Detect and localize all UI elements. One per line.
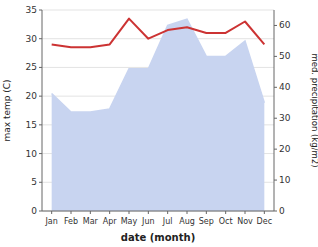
y-tick-label: 15 [26, 120, 37, 130]
y-axis-title: max temp (C) [2, 79, 12, 141]
y-tick [39, 182, 42, 183]
y2-tick [274, 149, 277, 150]
y2-tick [274, 25, 277, 26]
x-tick-label: Apr [103, 217, 118, 226]
x-tick-label: Feb [64, 217, 78, 226]
y-tick-label: 0 [31, 206, 37, 216]
y-tick [39, 38, 42, 39]
x-tick [167, 211, 168, 214]
y2-tick [274, 87, 277, 88]
x-tick [225, 211, 226, 214]
x-tick [90, 211, 91, 214]
y-tick-label: 20 [26, 91, 38, 101]
y2-tick [274, 56, 277, 57]
x-tick-label: Jun [141, 217, 155, 226]
area-line [52, 19, 265, 112]
y2-tick-label: 30 [279, 113, 291, 123]
y2-tick [274, 180, 277, 181]
y-axis-line [42, 10, 43, 211]
y-tick-label: 30 [26, 34, 38, 44]
x-axis-title: date (month) [121, 232, 195, 243]
chart: 0 5 10 15 20 25 30 35 0 10 20 30 40 50 60 Jan Feb Mar AprM… [0, 0, 318, 247]
x-tick [245, 211, 246, 214]
y-tick-label: 35 [26, 5, 37, 15]
area-fill [52, 19, 265, 211]
x-tick [109, 211, 110, 214]
y-tick [39, 124, 42, 125]
x-tick-label: May [121, 217, 138, 226]
x-tick-label: Dec [257, 217, 272, 226]
x-tick [206, 211, 207, 214]
y2-tick-label: 0 [279, 206, 285, 216]
y2-tick [274, 118, 277, 119]
grid-line [42, 10, 274, 11]
x-tick [148, 211, 149, 214]
line [52, 19, 265, 48]
y2-tick-label: 40 [279, 82, 291, 92]
x-axis-line [42, 211, 274, 212]
x-tick-label: Jul [162, 217, 173, 226]
y2-tick [274, 211, 277, 212]
y-tick [39, 67, 42, 68]
x-tick-label: Oct [219, 217, 233, 226]
x-tick [51, 211, 52, 214]
x-tick-label: Jan [44, 217, 57, 226]
y2-axis-line [274, 10, 275, 211]
x-tick [129, 211, 130, 214]
y2-tick-label: 20 [279, 144, 291, 154]
y2-axis-title: med. precipitation (kg/m2) [310, 53, 318, 167]
y-tick-label: 10 [26, 149, 38, 159]
y-tick [39, 10, 42, 11]
y2-tick-label: 10 [279, 175, 291, 185]
y2-tick-label: 50 [279, 51, 291, 61]
y2-tick-label: 60 [279, 20, 291, 30]
x-tick-label: Mar [83, 217, 99, 226]
plot-area [52, 19, 265, 211]
x-tick [187, 211, 188, 214]
y-tick-label: 5 [31, 177, 37, 187]
x-tick [71, 211, 72, 214]
grid-line [42, 211, 274, 212]
y-tick [39, 211, 42, 212]
x-tick-label: Nov [237, 217, 253, 226]
x-tick [264, 211, 265, 214]
x-tick-label: Aug [179, 217, 195, 226]
grid-line [42, 38, 274, 39]
y-tick [39, 153, 42, 154]
axes: 0 5 10 15 20 25 30 35 0 10 20 30 40 50 60 Jan Feb Mar AprM… [26, 5, 291, 226]
y-tick [39, 96, 42, 97]
grid [42, 10, 274, 211]
y-tick-label: 25 [26, 62, 37, 72]
x-tick-label: Sep [199, 217, 214, 226]
